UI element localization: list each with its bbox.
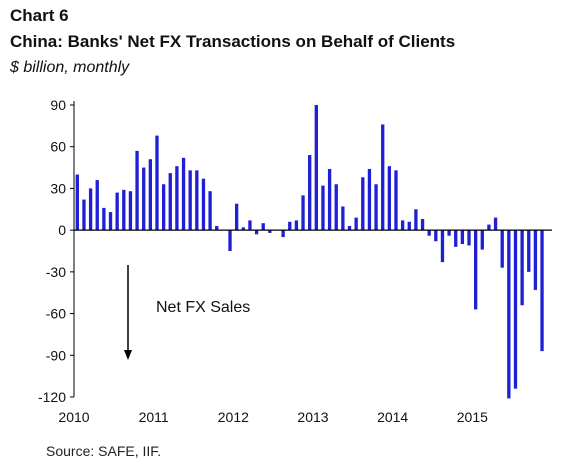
bar [268,230,272,233]
bar [208,191,212,231]
bar [321,185,325,231]
bar [155,135,159,231]
bar [473,230,478,310]
bar [334,184,338,231]
bar [248,220,252,231]
bar [115,192,119,231]
bar [407,221,411,231]
x-tick-label: 2012 [218,409,249,425]
bar [108,212,113,231]
bar [234,203,239,231]
bar [128,191,133,231]
bar [281,230,285,238]
y-tick-label: -120 [38,389,66,405]
bar [427,230,431,236]
bar [195,170,199,231]
bar [533,230,538,290]
bar [135,150,139,231]
bar [420,219,425,231]
y-tick-label: 90 [50,97,66,113]
bar [347,225,352,231]
bar [480,230,484,250]
y-tick-label: -60 [46,306,66,322]
bar [142,167,146,231]
bar [354,217,358,231]
bar [500,230,504,268]
bar [175,166,179,231]
bar [434,230,438,242]
chart-title: China: Banks' Net FX Transactions on Beh… [10,32,456,51]
y-tick-label: -90 [46,347,66,363]
bar [161,184,166,231]
bar [228,230,232,251]
bar [374,184,378,231]
bar [513,230,518,389]
x-tick-label: 2010 [58,409,89,425]
bar [527,230,531,272]
bar [381,124,385,231]
annotation-arrow-head [124,350,132,360]
bar [507,230,511,399]
y-tick-label: 30 [50,180,66,196]
y-tick-label: 60 [50,139,66,155]
bar [487,224,491,231]
bar [394,170,398,231]
bar [294,220,299,231]
bar [447,230,451,236]
bar [341,206,345,231]
bar [308,155,312,231]
bar [460,230,465,245]
bar [168,173,172,231]
bar [454,230,458,247]
bar [241,227,245,231]
chart-label: Chart 6 [10,6,69,25]
bar [314,105,318,231]
bar [467,230,471,246]
bar [215,225,219,231]
bar [387,166,392,231]
bar [82,199,86,231]
bar [102,207,106,231]
bar [122,189,126,231]
bar [148,159,153,231]
bar [327,168,332,231]
bar [440,230,445,263]
bar [301,195,305,231]
bar [400,220,405,231]
bar [75,174,79,231]
annotation-label: Net FX Sales [156,299,250,316]
bar [414,209,418,231]
bar [201,178,206,231]
bar [95,180,99,231]
x-tick-label: 2015 [457,409,488,425]
bar [254,230,259,235]
bar [261,223,265,231]
chart-subtitle: $ billion, monthly [10,59,130,76]
bar [88,188,93,231]
bar [493,217,498,231]
x-tick-label: 2013 [297,409,328,425]
y-tick-label: -30 [46,264,66,280]
bar [288,221,292,231]
bar [188,170,192,231]
source-note: Source: SAFE, IIF. [46,443,162,459]
x-tick-label: 2011 [139,409,169,425]
x-tick-label: 2014 [377,409,408,425]
bar [361,177,365,231]
bar [520,230,524,306]
bar [540,230,544,352]
bar [181,157,186,231]
y-tick-label: 0 [58,222,66,238]
bar [367,168,372,231]
